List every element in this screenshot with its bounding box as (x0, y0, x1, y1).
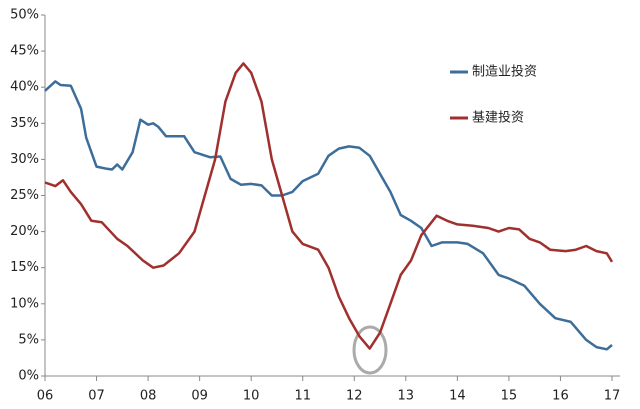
legend-label: 制造业投资 (472, 64, 537, 80)
x-tick-label: 14 (449, 389, 466, 404)
y-tick-label: 15% (10, 260, 39, 275)
y-tick-label: 20% (10, 224, 39, 239)
y-tick-label: 0% (18, 369, 39, 384)
x-tick-label: 07 (88, 389, 105, 404)
highlight-circle (352, 325, 388, 375)
y-tick-label: 40% (10, 80, 39, 95)
y-tick-label: 10% (10, 296, 39, 311)
x-tick-label: 12 (346, 389, 363, 404)
x-tick-label: 10 (243, 389, 260, 404)
x-tick-label: 15 (501, 389, 518, 404)
x-tick-label: 16 (552, 389, 569, 404)
y-tick-label: 45% (10, 44, 39, 59)
series-line (44, 80, 613, 351)
x-tick-label: 13 (398, 389, 415, 404)
y-tick-label: 5% (18, 332, 39, 347)
y-tick-label: 30% (10, 152, 39, 167)
x-tick-label: 17 (604, 389, 621, 404)
x-tick-label: 06 (37, 389, 54, 404)
x-tick-label: 11 (294, 389, 311, 404)
y-tick-label: 35% (10, 116, 39, 131)
y-tick-label: 25% (10, 188, 39, 203)
x-tick-label: 09 (191, 389, 208, 404)
series-line (44, 62, 614, 350)
legend-label: 基建投资 (472, 110, 524, 126)
x-tick-label: 08 (140, 389, 157, 404)
y-tick-label: 50% (10, 8, 39, 23)
